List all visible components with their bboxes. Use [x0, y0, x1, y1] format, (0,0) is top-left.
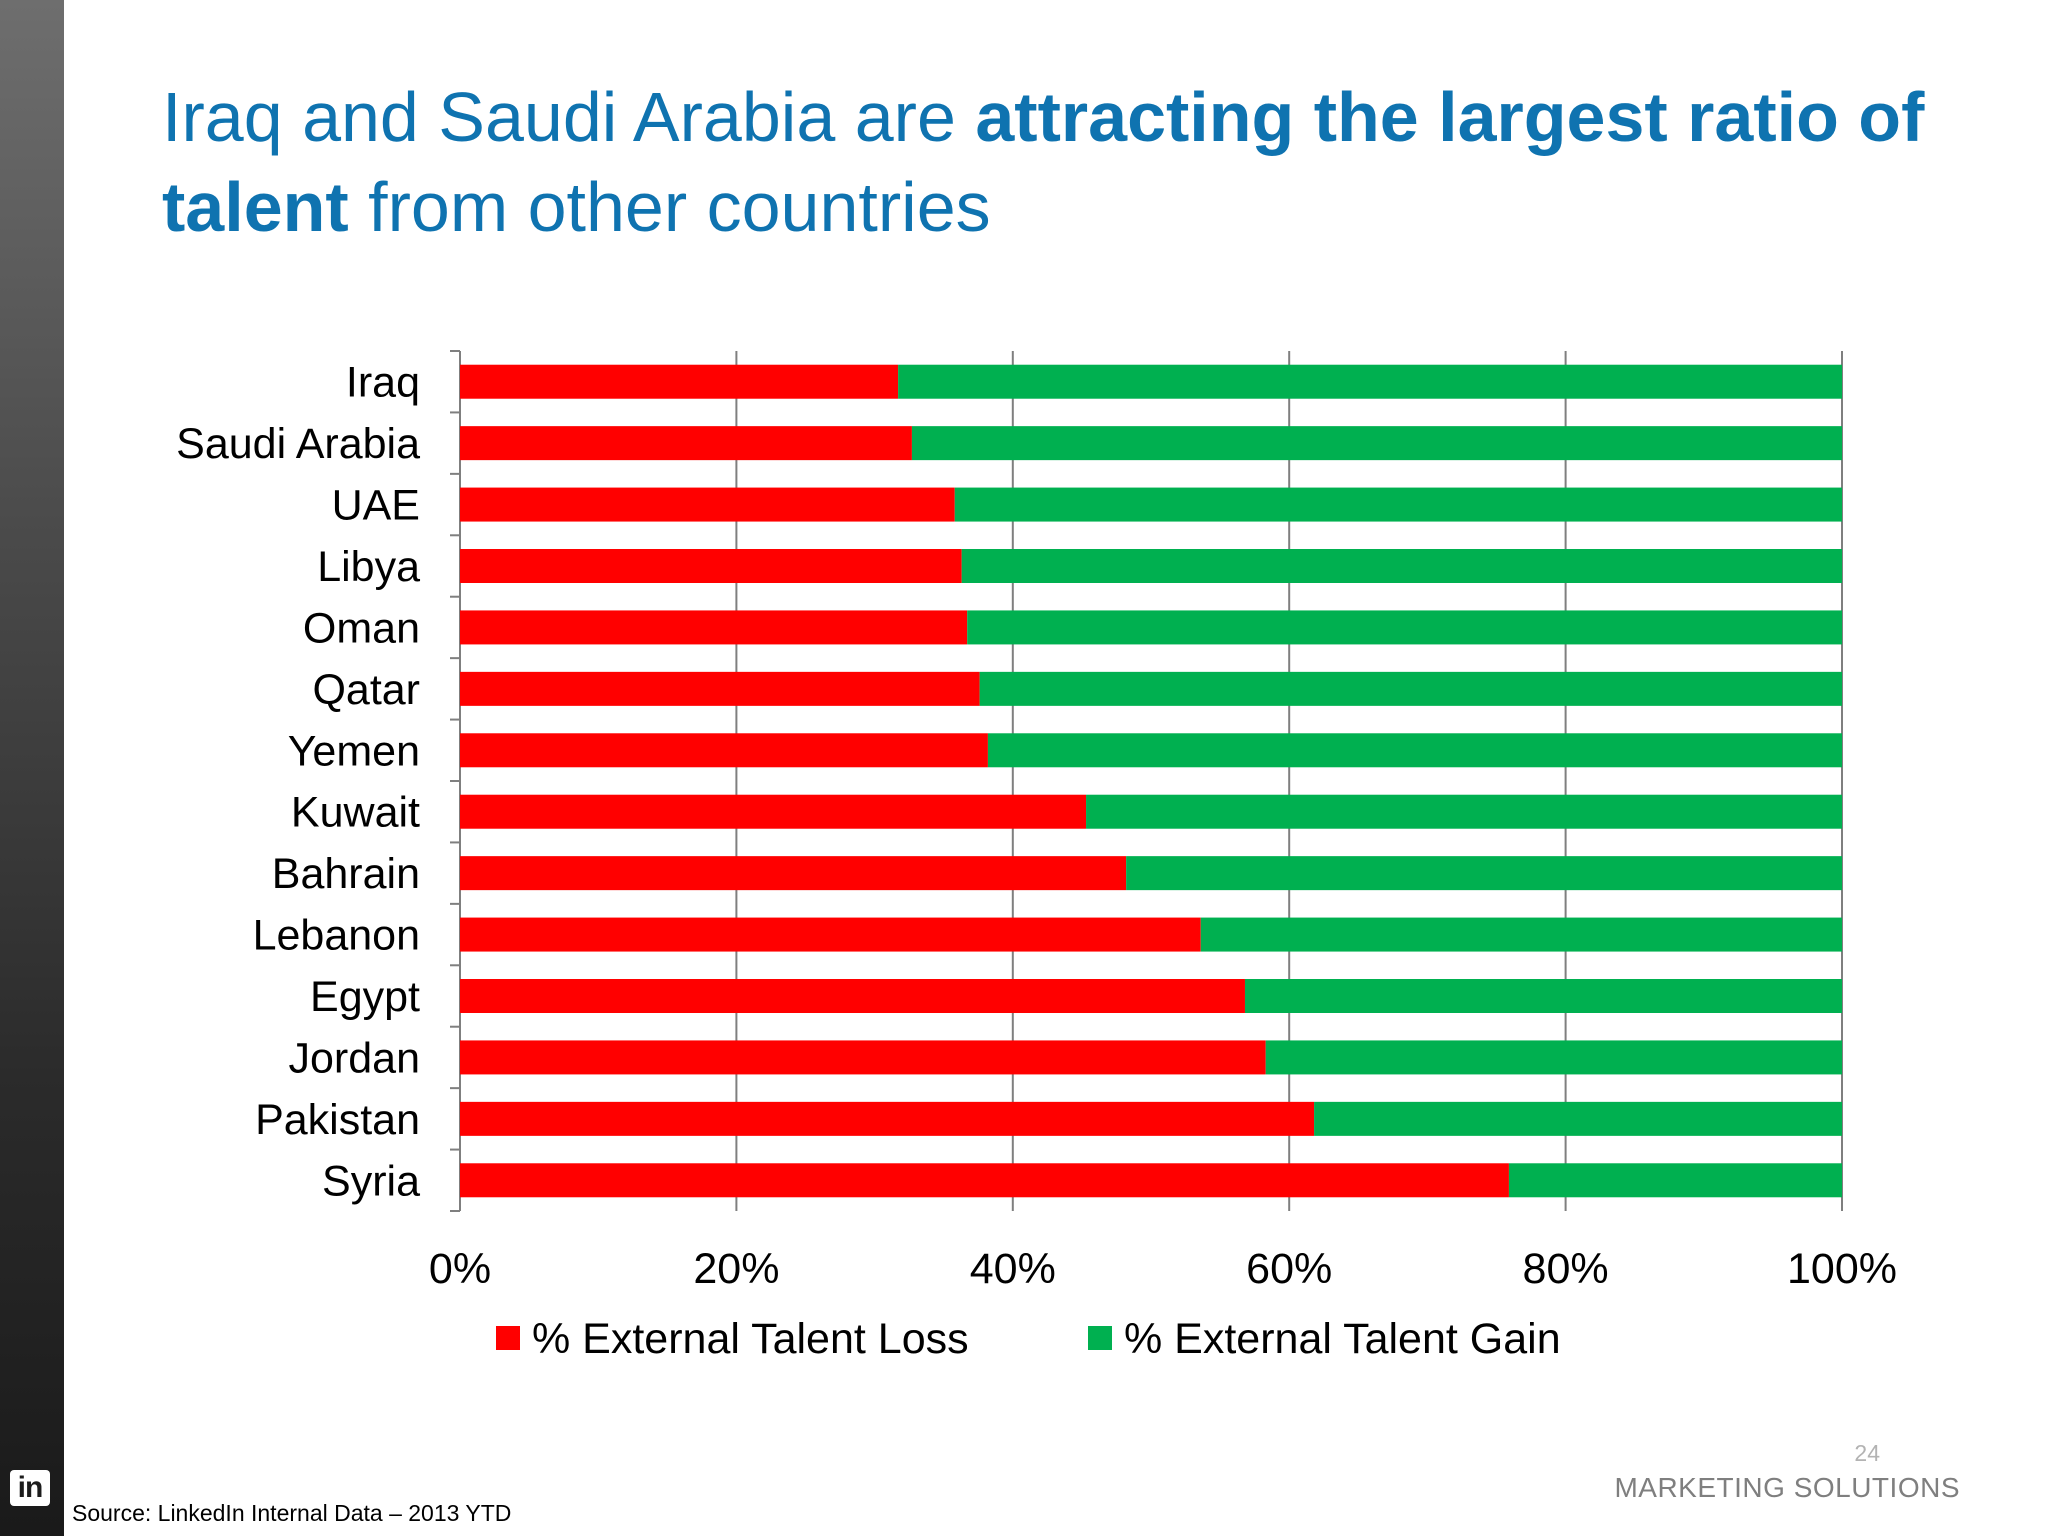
slide-title: Iraq and Saudi Arabia are attracting the… [162, 72, 2002, 252]
bar-loss [460, 979, 1245, 1013]
x-tick-label: 0% [429, 1245, 491, 1293]
bar-loss [460, 364, 899, 399]
legend-label: % External Talent Gain [1124, 1315, 1561, 1363]
category-label: Kuwait [291, 789, 420, 837]
bar-loss [460, 856, 1127, 891]
category-label: Qatar [312, 666, 420, 714]
bar-loss [460, 549, 962, 583]
bar-gain [1508, 1163, 1842, 1198]
bar-gain [911, 426, 1842, 461]
bar-gain [1200, 917, 1842, 952]
bar-loss [460, 426, 912, 461]
bar-gain [1265, 1040, 1842, 1075]
bar-gain [1244, 979, 1842, 1013]
bar-loss [460, 917, 1201, 952]
title-part-1: Iraq and Saudi Arabia are [162, 78, 976, 156]
category-label: UAE [332, 482, 420, 530]
category-label: Bahrain [272, 850, 420, 898]
bar-gain [898, 364, 1842, 399]
category-label: Pakistan [255, 1096, 420, 1144]
source-note: Source: LinkedIn Internal Data – 2013 YT… [72, 1500, 512, 1526]
bar-gain [967, 610, 1842, 645]
page-number: 24 [1854, 1440, 1880, 1466]
category-label: Saudi Arabia [176, 420, 420, 468]
talent-ratio-chart: Iraq Saudi Arabia UAE Libya Oman Qatar Yemen Ku… [176, 350, 1897, 1363]
bar-gain [1126, 856, 1842, 891]
category-label: Oman [303, 604, 420, 652]
category-label: Jordan [289, 1034, 420, 1082]
category-label: Yemen [288, 727, 420, 775]
category-label: Libya [317, 543, 420, 591]
bar-loss [460, 487, 955, 522]
bar-loss [460, 794, 1087, 829]
x-tick-label: 60% [1246, 1245, 1332, 1293]
bar-loss [460, 733, 988, 768]
bar-gain [1086, 794, 1842, 829]
x-tick-label: 20% [693, 1245, 779, 1293]
bar-gain [979, 671, 1842, 706]
left-accent-bar [0, 0, 64, 1536]
legend-swatch [1088, 1326, 1112, 1350]
bar-loss [460, 1163, 1509, 1198]
category-label: Syria [322, 1157, 420, 1205]
bar-loss [460, 610, 968, 645]
title-part-2: from other countries [348, 168, 991, 246]
legend-label: % External Talent Loss [532, 1315, 969, 1363]
category-label: Iraq [346, 359, 420, 407]
x-tick-label: 80% [1523, 1245, 1609, 1293]
category-label: Egypt [310, 973, 420, 1021]
legend-swatch [496, 1326, 520, 1350]
linkedin-logo: in [10, 1470, 50, 1506]
bar-gain [961, 549, 1842, 583]
bar-loss [460, 1040, 1266, 1075]
bar-loss [460, 671, 980, 706]
bar-gain [987, 733, 1842, 768]
bar-gain [1314, 1101, 1842, 1136]
category-label: Lebanon [253, 912, 420, 960]
title-bold-part: attracting the largest ratio of talent [162, 78, 1925, 246]
bar-gain [954, 487, 1842, 522]
x-tick-label: 40% [970, 1245, 1056, 1293]
x-tick-label: 100% [1787, 1245, 1897, 1293]
bar-loss [460, 1101, 1315, 1136]
footer-brand: MARKETING SOLUTIONS [1614, 1472, 1960, 1503]
